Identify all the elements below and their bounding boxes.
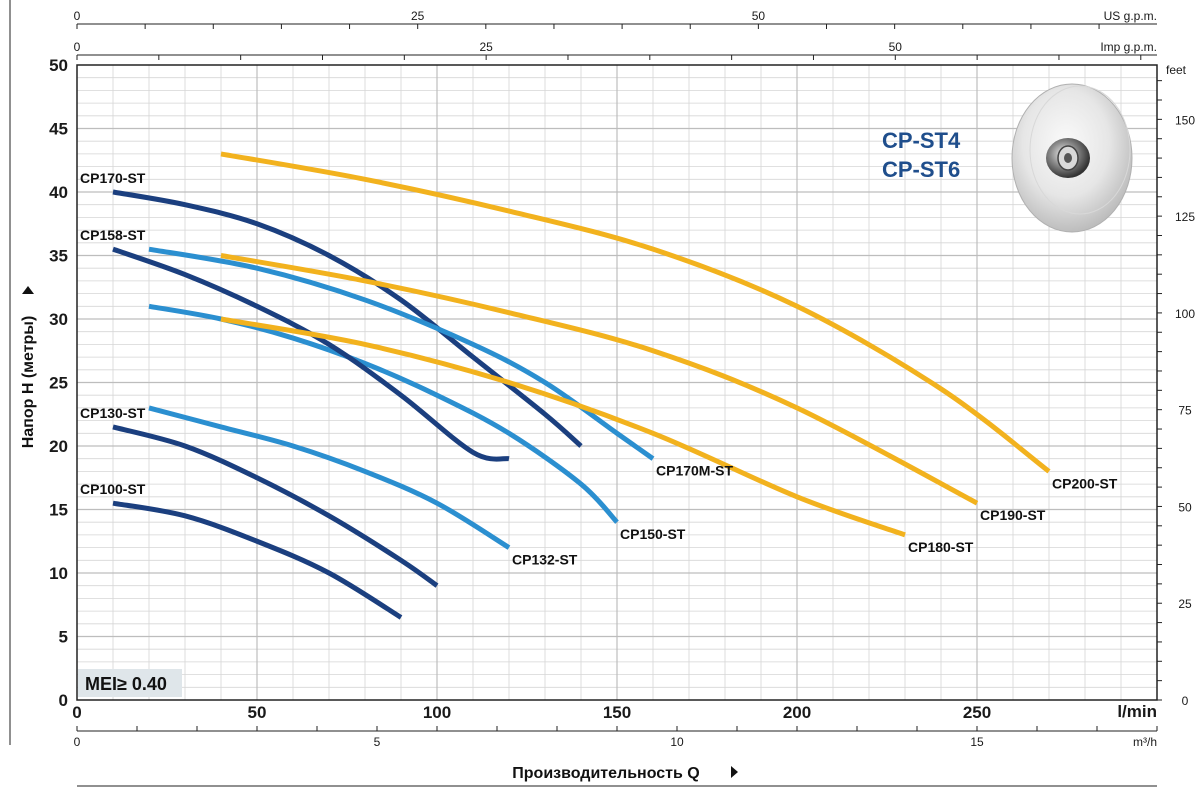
x-tick-label: 250 [963, 703, 991, 722]
arrow-up-icon [22, 286, 34, 294]
us-gpm-tick-label: 0 [74, 9, 81, 23]
feet-tick-label: 50 [1178, 500, 1192, 514]
curve-label-cp150-st: CP150-ST [620, 526, 686, 542]
m3h-tick-label: 0 [74, 735, 81, 749]
curve-cp132-st [148, 405, 511, 550]
x-tick-label: 200 [783, 703, 811, 722]
y-tick-label: 30 [49, 310, 68, 329]
y-tick-label: 20 [49, 437, 68, 456]
arrow-right-icon [731, 766, 738, 778]
feet-axis-label: feet [1166, 63, 1187, 77]
imp-gpm-tick-label: 50 [889, 40, 903, 54]
curve-cp170m-st [148, 246, 655, 461]
curve-cp200-st [220, 151, 1051, 474]
m3h-tick-label: 15 [970, 735, 984, 749]
x-unit-label: l/min [1117, 702, 1157, 721]
mei-badge-box [78, 669, 182, 697]
x-tick-label: 100 [423, 703, 451, 722]
x-axis-title: Производительность Q [512, 765, 699, 782]
curve-cp180-st [220, 316, 906, 538]
y-tick-label: 40 [49, 183, 68, 202]
curve-label-cp200-st: CP200-ST [1052, 475, 1118, 491]
imp-gpm-tick-label: 25 [479, 40, 493, 54]
svg-text:Напор H (метры): Напор H (метры) [20, 316, 37, 449]
curve-cp130-st [112, 424, 439, 588]
feet-tick-label: 100 [1175, 307, 1195, 321]
curve-label-cp170m-st: CP170M-ST [656, 463, 733, 479]
right-ticks: 0 25 50 75 100 125 150 [1157, 80, 1195, 708]
curve-cp190-st [220, 253, 979, 506]
mei-badge: MEI≥ 0.40 [85, 674, 167, 694]
performance-curves [112, 151, 1051, 620]
y-tick-label: 5 [59, 628, 68, 647]
feet-tick-label: 25 [1178, 597, 1192, 611]
imp-gpm-tick-label: 0 [74, 40, 81, 54]
curve-label-cp100-st: CP100-ST [80, 481, 146, 497]
curve-label-cp158-st: CP158-ST [80, 227, 146, 243]
us-gpm-axis-label: US g.p.m. [1104, 9, 1157, 23]
curve-labels: CP100-ST CP130-ST CP132-ST CP150-ST CP158-ST… [80, 170, 1118, 568]
m3h-axis-label: m³/h [1133, 735, 1157, 749]
y-tick-label: 50 [49, 56, 68, 75]
curve-cp100-st [112, 500, 403, 620]
feet-tick-label: 125 [1175, 210, 1195, 224]
feet-tick-label: 75 [1178, 404, 1192, 418]
x-tick-label: 0 [72, 703, 81, 722]
us-gpm-tick-label: 50 [752, 9, 766, 23]
chart-title-line-1: CP-ST4 [882, 128, 961, 153]
imp-gpm-axis-label: Imp g.p.m. [1100, 40, 1157, 54]
x-axis-ticks: 0 50 100 150 200 250 [72, 703, 991, 722]
y-axis-ticks: 0 5 10 15 20 25 30 35 40 45 50 [49, 56, 68, 710]
x-tick-label: 150 [603, 703, 631, 722]
curve-cp170-st [112, 189, 583, 448]
curve-label-cp170-st: CP170-ST [80, 170, 146, 186]
m3h-tick-label: 10 [670, 735, 684, 749]
chart-title-line-2: CP-ST6 [882, 157, 960, 182]
grid-major [77, 65, 1157, 700]
feet-tick-label: 0 [1182, 694, 1189, 708]
y-tick-label: 15 [49, 501, 68, 520]
m3h-tick-label: 5 [374, 735, 381, 749]
impeller-image [1011, 83, 1133, 233]
m3h-ticks: 0 5 10 15 [74, 726, 1158, 749]
curve-label-cp130-st: CP130-ST [80, 405, 146, 421]
curve-label-cp180-st: CP180-ST [908, 539, 974, 555]
x-tick-label: 50 [248, 703, 267, 722]
y-tick-label: 35 [49, 247, 68, 266]
y-tick-label: 45 [49, 120, 68, 139]
top-ticks: 0 25 50 0 25 50 [74, 9, 1142, 60]
curve-cp158-st [112, 246, 510, 462]
y-tick-label: 0 [59, 691, 68, 710]
us-gpm-tick-label: 25 [411, 9, 425, 23]
y-tick-label: 25 [49, 374, 68, 393]
feet-tick-label: 150 [1175, 113, 1195, 127]
curve-label-cp132-st: CP132-ST [512, 552, 578, 568]
plot-frame [76, 64, 1158, 701]
y-axis-title: Напор H (метры) [20, 286, 37, 448]
curve-label-cp190-st: CP190-ST [980, 507, 1046, 523]
y-tick-label: 10 [49, 564, 68, 583]
